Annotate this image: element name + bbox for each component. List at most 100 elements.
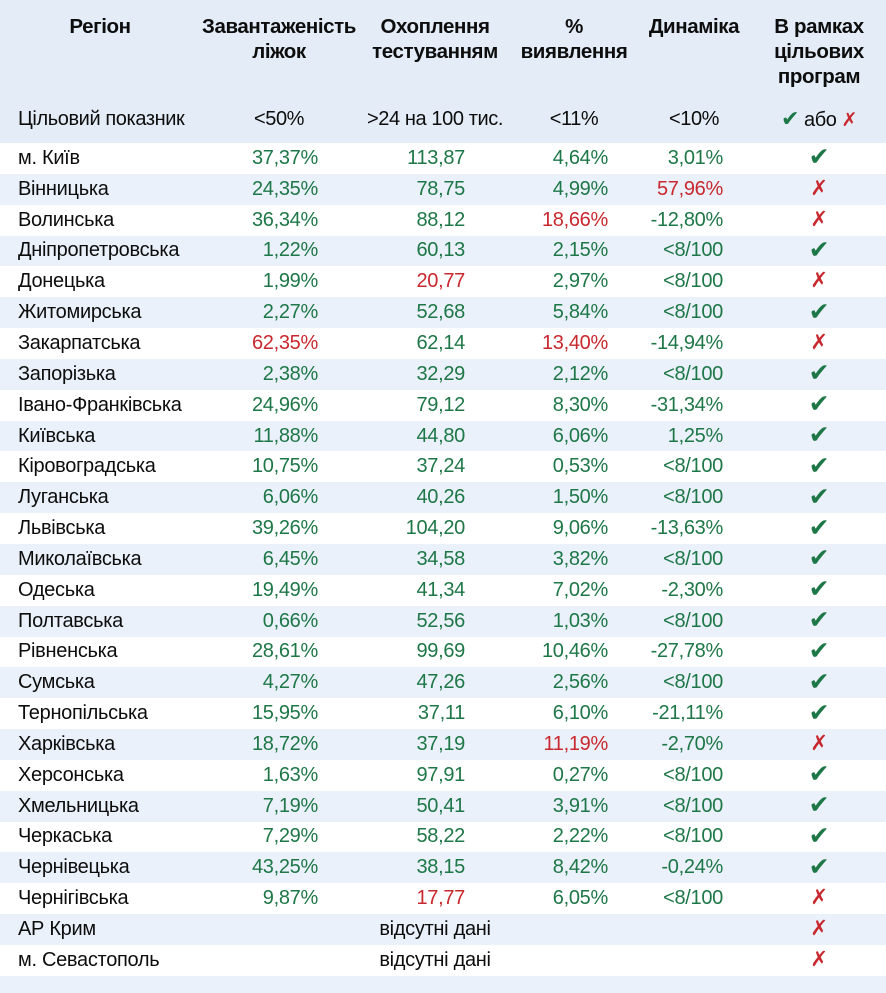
check-icon: ✔ — [780, 105, 799, 131]
program-status: ✗ — [752, 328, 886, 359]
testing-value: 79,12 — [416, 393, 465, 416]
table-row: Кіровоградська 10,75% 37,24 0,53% <8/100… — [0, 451, 886, 482]
check-icon: ✔ — [808, 421, 830, 450]
dynamics-value: <8/100 — [663, 486, 723, 509]
target-testing-value: >24 на 100 тис. — [358, 95, 512, 143]
dynamics-value: <8/100 — [663, 301, 723, 324]
table-row: Київська 11,88% 44,80 6,06% 1,25% ✔ — [0, 420, 886, 452]
dynamics-value: <8/100 — [663, 270, 723, 293]
detection-value: 11,19% — [543, 732, 608, 755]
cross-icon: ✗ — [810, 886, 828, 910]
dynamics-value: <8/100 — [663, 362, 723, 385]
testing-value: 62,14 — [416, 331, 465, 354]
table-row: Харківська 18,72% 37,19 11,19% -2,70% ✗ — [0, 729, 886, 760]
program-status: ✔ — [752, 698, 886, 729]
detection-value: 2,22% — [552, 825, 609, 848]
beds-value: 9,87% — [262, 887, 319, 910]
table-row: Сумська 4,27% 47,26 2,56% <8/100 ✔ — [0, 667, 886, 699]
program-status: ✔ — [752, 297, 886, 328]
check-icon: ✔ — [808, 359, 830, 388]
program-status: ✗ — [752, 174, 886, 205]
check-icon: ✔ — [808, 821, 830, 850]
program-status: ✗ — [752, 914, 886, 945]
check-icon: ✔ — [808, 852, 830, 881]
table-row: АР Крим відсутні дані ✗ — [0, 914, 886, 945]
detection-value: 1,50% — [552, 486, 609, 509]
beds-value: 1,22% — [262, 239, 319, 262]
col-header-detection: % виявлення — [512, 0, 636, 95]
cross-icon: ✗ — [810, 917, 828, 941]
table-row: Луганська 6,06% 40,26 1,50% <8/100 ✔ — [0, 482, 886, 514]
cross-icon: ✗ — [810, 207, 828, 231]
region-name: Чернігівська — [18, 887, 129, 910]
region-name: Дніпропетровська — [18, 239, 180, 262]
detection-value: 5,84% — [552, 301, 609, 324]
dynamics-value: 3,01% — [667, 146, 724, 169]
dynamics-value: -2,70% — [661, 732, 723, 755]
table-row: Вінницька 24,35% 78,75 4,99% 57,96% ✗ — [0, 173, 886, 205]
region-name: Херсонська — [18, 763, 124, 786]
testing-value: 99,69 — [416, 640, 465, 663]
region-name: Тернопільська — [18, 702, 148, 725]
beds-value: 2,38% — [262, 362, 319, 385]
region-name: Вінницька — [18, 177, 109, 200]
detection-value: 7,02% — [552, 578, 609, 601]
beds-value: 24,35% — [251, 177, 318, 200]
col-header-beds: Завантаженість ліжок — [200, 0, 358, 95]
target-indicator-row: Цільовий показник <50% >24 на 100 тис. <… — [0, 95, 886, 143]
program-status: ✔ — [752, 606, 886, 637]
testing-value: 113,87 — [407, 146, 465, 169]
table-row: Житомирська 2,27% 52,68 5,84% <8/100 ✔ — [0, 297, 886, 329]
testing-value: 97,91 — [416, 763, 465, 786]
table-row: Черкаська 7,29% 58,22 2,22% <8/100 ✔ — [0, 822, 886, 853]
target-detection-value: <11% — [512, 95, 636, 143]
detection-value: 2,97% — [552, 270, 609, 293]
table-row: Дніпропетровська 1,22% 60,13 2,15% <8/10… — [0, 235, 886, 267]
beds-value: 1,99% — [262, 270, 319, 293]
detection-value: 6,05% — [552, 887, 609, 910]
beds-value: 7,19% — [262, 794, 319, 817]
dynamics-value: -12,80% — [650, 208, 724, 231]
table-row: Львівська 39,26% 104,20 9,06% -13,63% ✔ — [0, 513, 886, 544]
testing-value: 34,58 — [416, 547, 465, 570]
detection-value: 0,27% — [552, 763, 609, 786]
check-icon: ✔ — [808, 482, 830, 511]
dynamics-value: 57,96% — [656, 177, 723, 200]
check-icon: ✔ — [808, 143, 830, 172]
table-row: Тернопільська 15,95% 37,11 6,10% -21,11%… — [0, 698, 886, 729]
beds-value: 0,66% — [262, 609, 319, 632]
detection-value: 3,91% — [552, 794, 609, 817]
col-header-testing: Охоплення тестуванням — [358, 0, 512, 95]
dynamics-value: <8/100 — [663, 763, 723, 786]
program-status: ✔ — [752, 667, 886, 698]
beds-value: 62,35% — [251, 331, 318, 354]
program-status: ✔ — [752, 482, 886, 513]
dynamics-value: -13,63% — [650, 517, 724, 540]
program-status: ✔ — [752, 451, 886, 482]
program-status: ✔ — [752, 760, 886, 791]
program-status: ✔ — [752, 513, 886, 544]
beds-value: 43,25% — [251, 856, 318, 879]
region-name: АР Крим — [18, 918, 96, 941]
dynamics-value: <8/100 — [663, 609, 723, 632]
beds-value: 15,95% — [251, 702, 318, 725]
testing-value: 37,11 — [417, 702, 465, 725]
table-row: Миколаївська 6,45% 34,58 3,82% <8/100 ✔ — [0, 543, 886, 575]
dynamics-value: <8/100 — [663, 825, 723, 848]
table-row: Полтавська 0,66% 52,56 1,03% <8/100 ✔ — [0, 605, 886, 637]
testing-value: 32,29 — [416, 362, 465, 385]
table-header-row: Регіон Завантаженість ліжок Охоплення те… — [0, 0, 886, 95]
beds-value: 10,75% — [251, 455, 318, 478]
table-row: Рівненська 28,61% 99,69 10,46% -27,78% ✔ — [0, 637, 886, 668]
program-status: ✗ — [752, 883, 886, 914]
detection-value — [512, 945, 636, 976]
beds-value: 37,37% — [251, 146, 318, 169]
detection-value: 6,10% — [552, 702, 609, 725]
target-row-label: Цільовий показник — [0, 95, 200, 143]
beds-value: 11,88% — [253, 424, 318, 447]
detection-value: 10,46% — [541, 640, 608, 663]
region-name: Полтавська — [18, 609, 123, 632]
region-name: Хмельницька — [18, 794, 139, 817]
testing-value: 58,22 — [416, 825, 465, 848]
testing-value: 37,19 — [416, 732, 465, 755]
